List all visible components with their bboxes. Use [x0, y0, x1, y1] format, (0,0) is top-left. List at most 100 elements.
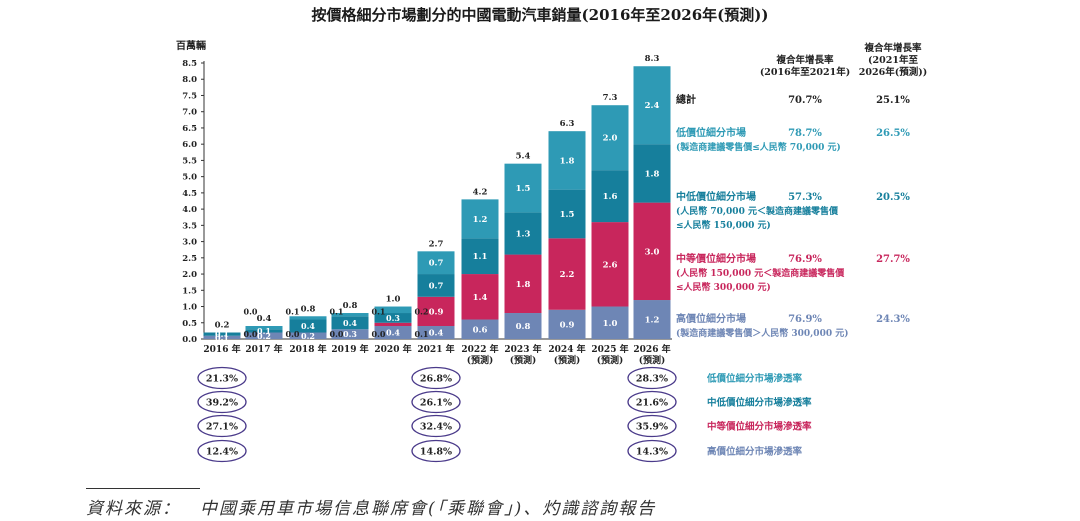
penetration-ellipse-mid: [197, 414, 247, 438]
cagr-row-label-midlow: 中低價位細分市場: [676, 190, 756, 203]
bar-value-label-mid: 0.0: [330, 329, 344, 339]
penetration-ellipse-low: [627, 366, 677, 390]
cagr-row-label-mid: ≤人民幣 300,000 元): [676, 281, 771, 293]
penetration-label-midlow: 中低價位細分市場滲透率: [707, 397, 812, 409]
x-tick-label: 2026 年: [633, 343, 670, 355]
x-tick-label: (預測): [510, 354, 537, 366]
bar-segment-mid: [633, 202, 671, 301]
x-tick-label: 2023 年: [504, 343, 541, 355]
penetration-value-midlow: 21.6%: [636, 398, 668, 409]
x-tick-label: 2025 年: [591, 343, 628, 355]
bar-segment-mid: [548, 238, 586, 310]
bar-total-label: 2.7: [429, 239, 444, 249]
penetration-value-low: 21.3%: [206, 374, 238, 385]
y-tick-label: 2.5: [182, 254, 197, 264]
cagr-value-2-high: 24.3%: [876, 314, 910, 325]
bar-value-label-low: 0.0: [244, 307, 258, 317]
penetration-ellipse-midlow: [627, 390, 677, 414]
bar-value-label-low: 1.2: [473, 215, 488, 225]
bar-value-label-mid: 1.8: [516, 280, 531, 290]
bar-value-label-midlow: 1.8: [645, 169, 660, 179]
bar-segment-midlow: [461, 238, 499, 275]
penetration-value-midlow: 39.2%: [206, 398, 238, 409]
bar-value-label-midlow: 0.1: [257, 326, 271, 336]
bar-value-label-high: 0.4: [386, 328, 400, 338]
bar-value-label-mid: 0.9: [429, 307, 444, 317]
penetration-ellipse-high: [411, 439, 461, 463]
bar-segment-midlow: [548, 189, 586, 239]
penetration-label-low: 低價位細分市場滲透率: [706, 373, 803, 385]
bar-segment-high: [331, 329, 369, 339]
bar-value-label-low: 0.1: [330, 307, 344, 317]
cagr-value-1-high: 76.9%: [788, 314, 822, 325]
bar-total-label: 0.8: [301, 304, 316, 314]
bar-total-label: 0.2: [215, 321, 230, 331]
x-tick-label: (預測): [597, 354, 624, 366]
x-tick-label: 2018 年: [289, 343, 326, 355]
cagr-value-1-low: 78.7%: [788, 128, 822, 139]
source-rule: [86, 488, 200, 489]
penetration-ellipse-midlow: [197, 390, 247, 414]
x-tick-label: (預測): [554, 354, 581, 366]
bar-segment-low: [245, 326, 283, 330]
bar-segment-high: [417, 326, 455, 339]
bar-segment-midlow: [245, 329, 283, 333]
bar-segment-high: [203, 335, 241, 339]
y-tick-label: 7.0: [182, 108, 197, 118]
bar-total-label: 1.0: [386, 295, 401, 305]
y-tick-label: 6.5: [182, 124, 197, 134]
cagr-header-2: 複合年增長率: [863, 42, 922, 54]
bar-value-label-midlow: 0.4: [301, 321, 315, 331]
chart-title: 按價格細分市場劃分的中國電動汽車銷量(2016年至2026年(預測)): [311, 6, 769, 24]
penetration-value-high: 12.4%: [206, 447, 238, 458]
x-tick-label: 2024 年: [548, 343, 585, 355]
bar-segment-low: [633, 66, 671, 145]
bar-value-label-midlow: 0.4: [343, 318, 357, 328]
bar-segment-high: [289, 332, 327, 339]
cagr-header-2: 2026年(預測)): [859, 66, 927, 78]
bar-segment-mid: [374, 322, 412, 327]
cagr-header-1: 複合年增長率: [775, 54, 834, 66]
bar-segment-high: [245, 332, 283, 339]
y-tick-label: 5.5: [182, 156, 197, 166]
bar-value-label-midlow: 0.3: [386, 313, 400, 323]
penetration-value-mid: 35.9%: [636, 422, 668, 433]
bar-value-label-mid: 0.0: [372, 329, 386, 339]
cagr-value-1-total: 70.7%: [788, 95, 822, 106]
y-axis-label: 百萬輛: [176, 39, 206, 52]
bar-value-label-high: 0.2: [301, 331, 315, 341]
penetration-value-midlow: 26.1%: [420, 398, 452, 409]
bar-value-label-high: 0.2: [257, 331, 271, 341]
bar-total-label: 4.2: [473, 187, 488, 197]
bar-segment-midlow: [417, 274, 455, 297]
bar-value-label-high: 0.1: [215, 332, 229, 342]
bar-value-label-high: 0.6: [473, 325, 488, 335]
x-tick-label: 2020 年: [374, 343, 411, 355]
bar-segment-midlow: [591, 170, 629, 223]
bar-value-label-high: 0.8: [516, 322, 531, 332]
bar-segment-midlow: [203, 332, 241, 336]
bar-segment-high: [591, 306, 629, 339]
cagr-value-2-midlow: 20.5%: [876, 192, 910, 203]
y-tick-label: 3.0: [182, 238, 197, 248]
bar-value-label-low: 0.1: [286, 307, 300, 317]
bar-value-label-midlow: 0.7: [429, 281, 444, 291]
bar-value-label-mid: 0.0: [286, 329, 300, 339]
source-note: 資料來源： 中國乘用車市場信息聯席會(「乘聯會」)、灼識諮詢報告: [86, 499, 657, 519]
bar-segment-low: [417, 251, 455, 275]
cagr-row-label-mid: (人民幣 150,000 元＜製造商建議零售價: [676, 267, 845, 279]
bar-segment-high: [461, 319, 499, 339]
penetration-ellipse-midlow: [411, 390, 461, 414]
penetration-ellipse-mid: [411, 414, 461, 438]
cagr-value-1-mid: 76.9%: [788, 254, 822, 265]
y-tick-label: 0.5: [182, 319, 197, 329]
cagr-header-1: (2016年至2021年): [760, 66, 850, 78]
y-tick-label: 6.0: [182, 140, 197, 150]
cagr-row-label-high: 高價位細分市場: [676, 312, 746, 325]
x-tick-label: 2019 年: [331, 343, 368, 355]
bar-value-label-low: 1.5: [516, 184, 531, 194]
cagr-value-2-total: 25.1%: [876, 95, 910, 106]
y-tick-label: 0.0: [182, 335, 197, 345]
cagr-row-label-high: (製造商建議零售價＞人民幣 300,000 元): [676, 327, 849, 339]
bar-total-label: 5.4: [516, 152, 531, 162]
